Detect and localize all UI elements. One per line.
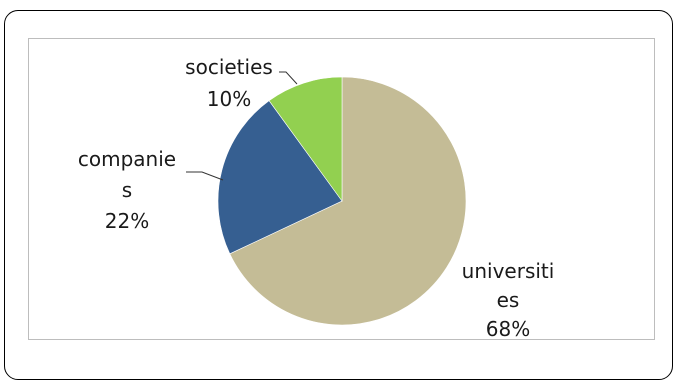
pie-slice-societies <box>268 76 343 202</box>
data-label-line: companie <box>78 147 176 171</box>
data-label-line: 22% <box>105 209 149 233</box>
data-label-companies: companie s 22% <box>78 147 176 233</box>
pie-slice-companies <box>217 100 343 255</box>
leader-line-companies <box>186 171 224 181</box>
leader-line-societies <box>279 71 298 85</box>
data-label-line: s <box>122 178 132 202</box>
pie-chart: universiti es 68% companie s 22% societies 10% <box>78 55 554 341</box>
data-label-line: es <box>497 288 520 312</box>
data-label-line: societies <box>185 55 273 79</box>
pie-slice-universities <box>229 76 467 326</box>
data-label-line: 10% <box>207 87 251 111</box>
data-label-line: 68% <box>486 317 530 341</box>
data-label-universities: universiti es 68% <box>462 259 555 341</box>
data-label-line: universiti <box>462 259 555 283</box>
pie-slices <box>217 76 467 326</box>
data-labels: universiti es 68% companie s 22% societies 10% <box>78 55 554 341</box>
leader-lines <box>186 71 298 181</box>
data-label-societies: societies 10% <box>185 55 273 111</box>
